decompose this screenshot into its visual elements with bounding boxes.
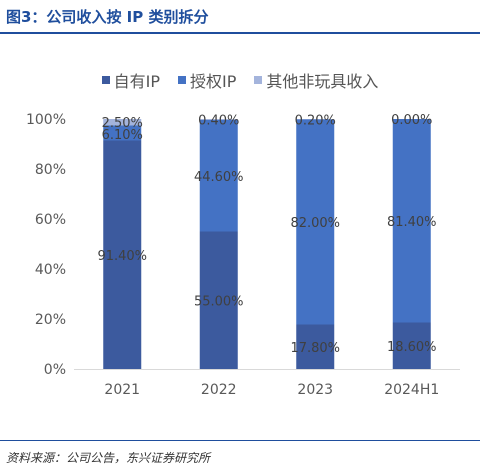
chart-legend: 自有IP 授权IP 其他非玩具收入 [0, 68, 480, 92]
legend-label-other: 其他非玩具收入 [266, 72, 379, 91]
legend-label-licensed-ip: 授权IP [189, 72, 237, 91]
y-tick-label: 100% [26, 112, 66, 128]
bar-licensed-ip [392, 119, 431, 323]
legend-item-licensed-ip: 授权IP [177, 68, 237, 92]
y-tick-label: 20% [35, 312, 66, 328]
data-label-self-ip: 55.00% [194, 294, 244, 309]
x-tick-label: 2023 [297, 382, 333, 398]
y-tick-label: 0% [44, 362, 66, 378]
data-label-other: 2.50% [102, 116, 143, 131]
source-note: 资料来源：公司公告，东兴证券研究所 [6, 451, 211, 465]
bar-other [296, 119, 335, 120]
y-tick-label: 40% [35, 262, 66, 278]
bar-self-ip [392, 322, 431, 369]
bar-self-ip [296, 324, 335, 369]
x-tick-label: 2024H1 [384, 382, 439, 398]
data-label-licensed-ip: 44.60% [194, 170, 244, 185]
legend-label-self-ip: 自有IP [113, 72, 160, 91]
x-tick-label: 2021 [104, 382, 140, 398]
legend-swatch-other [254, 76, 263, 84]
data-label-self-ip: 18.60% [387, 340, 437, 355]
x-tick-label: 2022 [201, 382, 237, 398]
bar-other [103, 119, 142, 126]
data-label-self-ip: 17.80% [290, 341, 340, 356]
data-label-self-ip: 91.40% [97, 249, 147, 264]
bar-licensed-ip [103, 125, 142, 141]
figure-title: 图3：公司收入按 IP 类别拆分 [6, 8, 209, 26]
footer-rule [0, 440, 480, 441]
bar-self-ip [103, 140, 142, 369]
title-rule [0, 32, 480, 34]
data-label-licensed-ip: 82.00% [290, 216, 340, 231]
data-label-other: 0.20% [295, 113, 336, 128]
legend-swatch-self-ip [101, 76, 110, 84]
legend-item-self-ip: 自有IP [101, 68, 160, 92]
data-label-other: 0.00% [391, 113, 432, 128]
legend-item-other: 其他非玩具收入 [254, 68, 378, 92]
bar-licensed-ip [199, 120, 238, 232]
data-label-licensed-ip: 6.10% [102, 128, 143, 143]
data-label-other: 0.40% [198, 114, 239, 129]
y-tick-label: 60% [35, 212, 66, 228]
y-tick-label: 80% [35, 162, 66, 178]
data-label-licensed-ip: 81.40% [387, 215, 437, 230]
stacked-bar-chart: 0% 20% 40% 60% 80% 100% 91.40% 6.10%2.50% 55.00%… [26, 112, 460, 398]
legend-swatch-licensed-ip [177, 76, 186, 84]
bar-licensed-ip [296, 119, 335, 325]
bar-self-ip [199, 231, 238, 369]
bar-other [199, 119, 238, 120]
